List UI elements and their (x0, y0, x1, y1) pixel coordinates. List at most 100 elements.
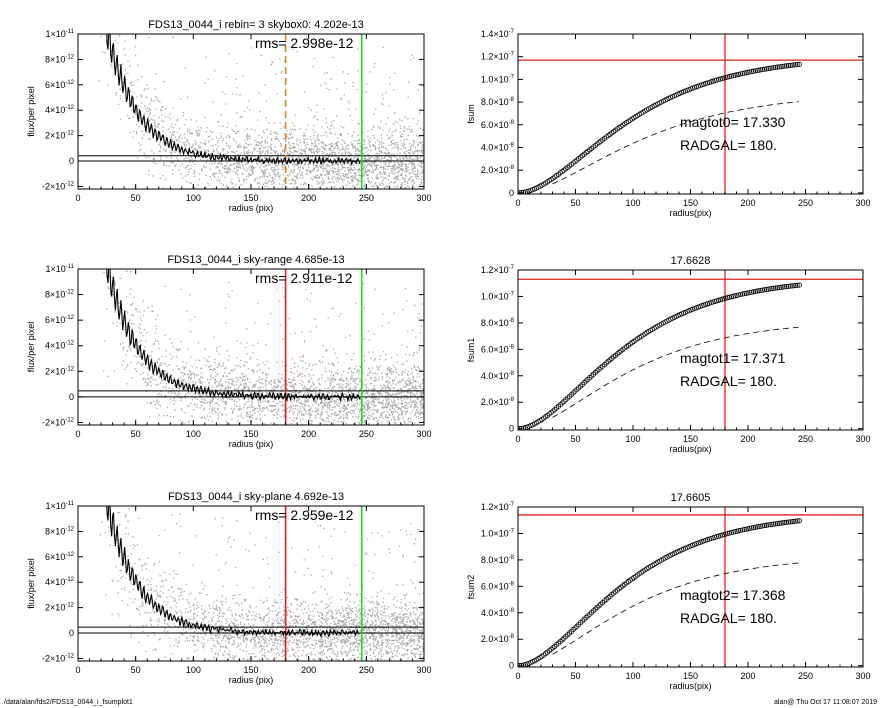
x-tick-label: 250 (359, 429, 374, 439)
scatter-points (98, 34, 424, 189)
growth-point (780, 284, 786, 290)
x-tick-label: 0 (75, 665, 80, 675)
growth-point (765, 522, 771, 528)
radgal-label: RADGAL= 180. (680, 373, 777, 389)
y-tick-label: 0 (509, 188, 514, 198)
panel-title: 17.6605 (671, 492, 711, 504)
growth-point (796, 282, 803, 288)
growth-point (785, 283, 792, 289)
growth-point (776, 285, 782, 291)
growth-point (568, 628, 574, 634)
growth-point (750, 525, 757, 531)
growth-point (787, 283, 793, 289)
x-tick-label: 300 (855, 434, 870, 444)
x-tick-label: 50 (570, 198, 580, 208)
x-axis-label: radius(pix) (669, 444, 711, 454)
growth-point (583, 615, 589, 621)
growth-point (774, 285, 780, 291)
y-axis-label: flux/per pixel (26, 86, 36, 137)
chart-panel-3: FDS13_0044_i sky-range 4.685e-13 rms= 2.9… (26, 254, 432, 449)
growth-point (769, 286, 775, 292)
growth-curve-points (518, 61, 803, 194)
plot-area (518, 507, 863, 667)
pixel-scatter (103, 270, 424, 425)
growth-point (787, 519, 793, 525)
growth-point (787, 62, 793, 68)
plot-frame (77, 505, 425, 662)
magtot-label: magtot1= 17.371 (680, 350, 786, 366)
y-tick-label: 2.0×10-8 (481, 634, 515, 644)
growth-point (745, 69, 751, 75)
y-tick-label: 0 (69, 628, 74, 638)
y-tick-label: 4.0×10-8 (481, 608, 515, 618)
growth-point (760, 287, 766, 293)
x-tick-label: 100 (625, 434, 640, 444)
y-tick-label: 4×10-12 (45, 105, 75, 115)
radgal-label: RADGAL= 180. (680, 610, 777, 626)
y-tick-label: 0 (69, 392, 74, 402)
dashed-growth-curve (552, 326, 799, 418)
y-tick-label: 8×10-12 (45, 526, 75, 536)
x-tick-label: 0 (515, 671, 520, 681)
y-tick-label: 8.0×10-8 (481, 318, 515, 328)
growth-point (570, 390, 576, 396)
growth-point (592, 606, 598, 612)
growth-point (765, 66, 771, 72)
growth-point (589, 609, 595, 616)
y-tick-label: 4.0×10-8 (481, 142, 515, 152)
scatter-points (103, 270, 424, 425)
growth-curve-points (518, 518, 803, 667)
y-tick-label: -2×10-12 (42, 417, 75, 427)
growth-point (732, 293, 738, 299)
dashed-growth-curve (552, 101, 799, 185)
x-tick-label: 150 (243, 665, 258, 675)
growth-point (795, 61, 801, 68)
growth-point (776, 520, 782, 526)
rms-label: rms= 2.959e-12 (255, 507, 354, 523)
growth-point (778, 64, 784, 70)
y-tick-label: 8×10-12 (45, 54, 75, 64)
plot-area (78, 506, 424, 661)
x-tick-label: 150 (243, 429, 258, 439)
growth-point (763, 522, 769, 528)
growth-point (738, 291, 744, 298)
y-tick-label: 8.0×10-8 (481, 97, 515, 107)
growth-point (728, 73, 734, 79)
growth-point (774, 521, 780, 527)
x-tick-label: 150 (683, 198, 698, 208)
y-tick-label: 6.0×10-8 (481, 120, 515, 130)
y-tick-label: 0 (69, 156, 74, 166)
growth-point (750, 68, 757, 74)
y-tick-label: 6.0×10-8 (481, 581, 515, 591)
x-tick-label: 300 (416, 193, 431, 203)
growth-point (578, 620, 584, 626)
growth-point (765, 286, 771, 292)
growth-point (769, 521, 775, 527)
y-tick-label: 6×10-12 (45, 80, 75, 90)
y-axis-label: flux/per pixel (26, 322, 36, 373)
growth-point (771, 65, 777, 71)
x-tick-label: 200 (740, 434, 755, 444)
growth-point (767, 286, 773, 292)
y-tick-label: 2×10-12 (45, 366, 75, 376)
panel-title: 17.6628 (671, 255, 711, 267)
growth-point (760, 523, 766, 529)
x-tick-label: 50 (131, 193, 141, 203)
growth-point (782, 63, 788, 69)
growth-point (738, 71, 744, 77)
growth-point (769, 65, 775, 71)
growth-point (598, 601, 604, 607)
y-tick-label: 4.0×10-8 (481, 371, 515, 381)
radial-profile-line (106, 506, 360, 639)
pixel-scatter (99, 508, 424, 661)
y-tick-label: 6×10-12 (45, 315, 75, 325)
growth-point (587, 611, 593, 617)
growth-point (778, 520, 784, 526)
growth-point (782, 284, 788, 290)
growth-point (732, 72, 738, 78)
magtot-label: magtot2= 17.368 (680, 587, 786, 603)
growth-point (784, 284, 790, 290)
growth-point (785, 63, 792, 69)
growth-curve-points (518, 282, 803, 430)
x-tick-label: 50 (570, 671, 580, 681)
